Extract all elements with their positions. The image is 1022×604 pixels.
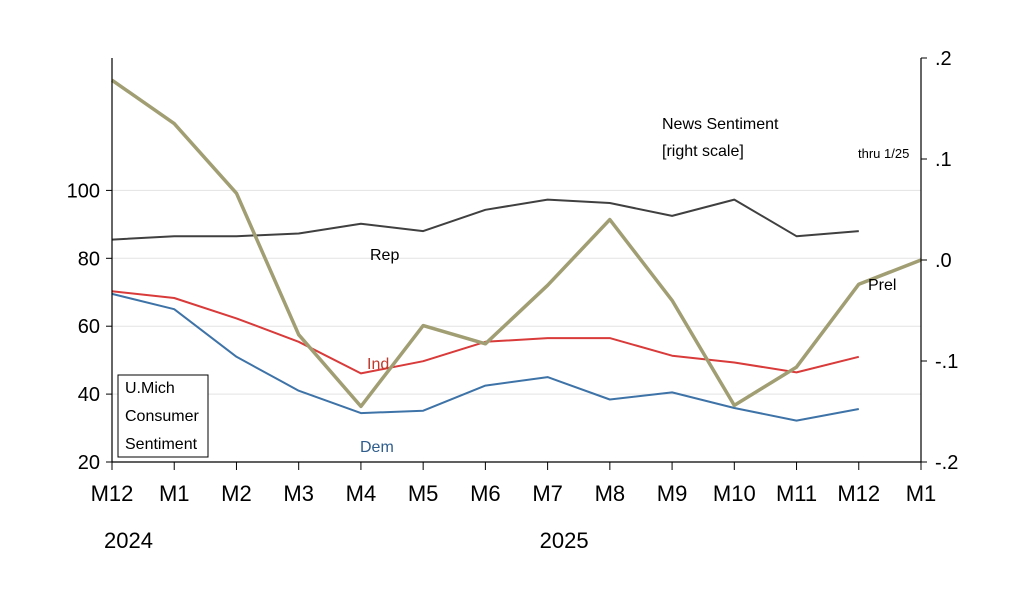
box-line-1: U.Mich (125, 380, 175, 397)
x-tick-label: M2 (221, 481, 252, 506)
x-tick-label: M1 (159, 481, 190, 506)
prel-label: Prel (868, 277, 896, 294)
x-tick-label: M12 (837, 481, 880, 506)
right-tick-label: .2 (935, 48, 952, 70)
series-lines (110, 78, 922, 422)
label-box-frame (117, 374, 209, 458)
right-tick-label: -.2 (935, 452, 958, 474)
series-label-box: U.Mich Consumer Sentiment (117, 374, 209, 458)
tick-labels: 20 40 60 80 100 .2 .1 .0 -.1 -.2 M12 M1 M2 M3 M4 M5 M6 M7… (67, 48, 959, 553)
right-scale-label: [right scale] (662, 143, 744, 160)
news-sentiment-label: News Sentiment (662, 116, 779, 133)
box-line-3: Sentiment (125, 436, 198, 453)
axes (106, 57, 927, 470)
series-line-rep (111, 198, 859, 241)
x-tick-label: M9 (657, 481, 688, 506)
box-line-2: Consumer (125, 408, 199, 425)
x-tick-label: M10 (713, 481, 756, 506)
x-tick-label: M3 (283, 481, 314, 506)
x-tick-label: M7 (532, 481, 563, 506)
x-tick-label: M8 (595, 481, 626, 506)
left-tick-label: 80 (78, 248, 100, 270)
x-tick-label: M12 (91, 481, 134, 506)
x-tick-label: M4 (346, 481, 377, 506)
x-tick-label: M1 (906, 481, 937, 506)
ind-label: Ind (367, 356, 389, 373)
thru-label: thru 1/25 (858, 146, 909, 161)
series-line-dem (111, 292, 859, 422)
x-tick-label: M5 (408, 481, 439, 506)
dem-label: Dem (360, 439, 394, 456)
x-tick-label: M11 (776, 481, 817, 506)
year-label-2025: 2025 (540, 528, 589, 553)
rep-label: Rep (370, 247, 399, 264)
right-tick-label: -.1 (935, 351, 958, 373)
right-tick-label: .0 (935, 250, 952, 272)
left-tick-label: 40 (78, 384, 100, 406)
right-tick-label: .1 (935, 149, 952, 171)
left-tick-label: 100 (67, 180, 100, 202)
left-tick-label: 60 (78, 316, 100, 338)
year-label-2024: 2024 (104, 528, 153, 553)
x-tick-label: M6 (470, 481, 501, 506)
left-tick-label: 20 (78, 452, 100, 474)
series-line-news-sentiment (110, 78, 922, 409)
